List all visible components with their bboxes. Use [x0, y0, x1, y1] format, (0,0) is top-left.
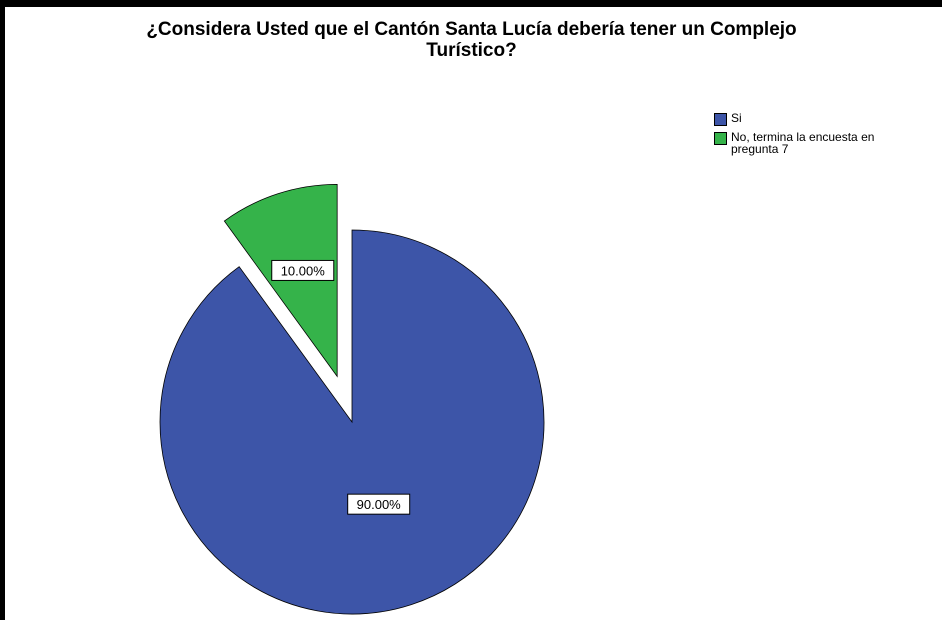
- chart-title: ¿Considera Usted que el Cantón Santa Luc…: [5, 19, 938, 61]
- legend-item-si: Si: [714, 112, 942, 126]
- chart-title-line-2: Turístico?: [426, 40, 517, 61]
- pie-data-label-0: 90.00%: [347, 493, 411, 515]
- pie-chart: 90.00% 10.00%: [159, 183, 545, 615]
- legend-swatch-si: [714, 113, 727, 126]
- legend-label-no: No, termina la encuesta en pregunta 7: [731, 130, 875, 156]
- legend-swatch-no: [714, 132, 727, 145]
- pie-data-label-1: 10.00%: [271, 259, 335, 281]
- legend-label-si: Si: [731, 111, 742, 125]
- pie-slice-0: [159, 229, 545, 615]
- legend: Si No, termina la encuesta en pregunta 7: [714, 112, 942, 160]
- svg-text:90.00%: 90.00%: [357, 497, 402, 512]
- legend-item-no: No, termina la encuesta en pregunta 7: [714, 131, 942, 155]
- svg-text:10.00%: 10.00%: [281, 263, 326, 278]
- chart-title-line-1: ¿Considera Usted que el Cantón Santa Luc…: [146, 19, 797, 40]
